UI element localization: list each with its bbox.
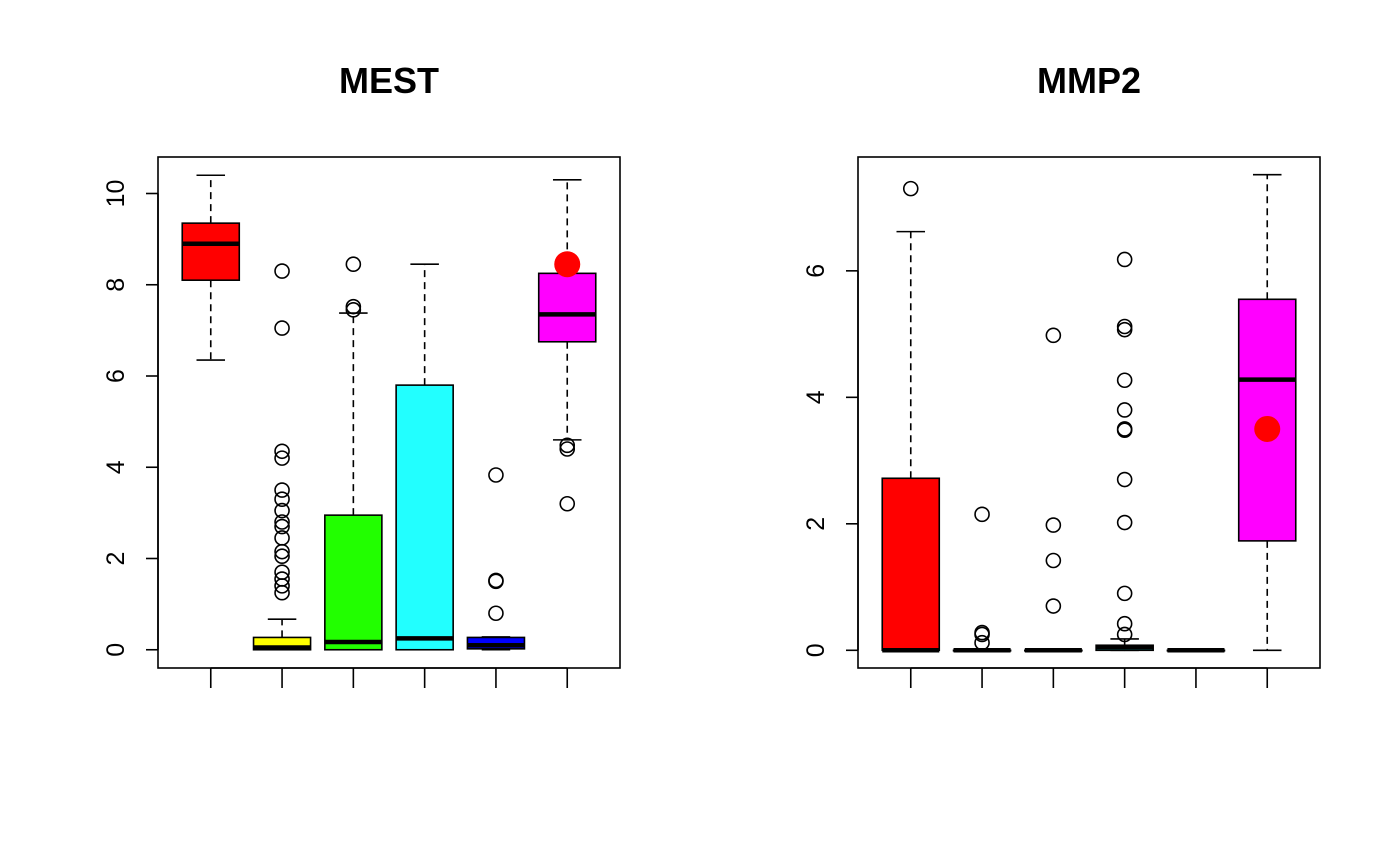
mmp2-y-tick-label-1: 2 (802, 517, 830, 531)
mmp2-x-axis (909, 667, 1269, 688)
mmp2-outlier-4-11 (1116, 318, 1133, 335)
mmp2-outlier-1-1 (902, 180, 919, 197)
mest-outlier-5-1 (488, 605, 504, 622)
mmp2-y-tick-label-3: 6 (802, 264, 830, 278)
mmp2-outlier-4-7 (1116, 421, 1133, 437)
mest-y-tick-label-4: 8 (102, 278, 130, 292)
mmp2-outlier-4-3 (1116, 585, 1133, 602)
mest-box-1 (181, 174, 241, 361)
mest-outlier-3-2 (345, 298, 362, 315)
mmp2-y-tick-label-2: 4 (802, 390, 830, 404)
mest-outlier-2-16 (274, 263, 290, 279)
mmp2-outlier-3-2 (1045, 552, 1062, 569)
mmp2-box-body-1 (881, 477, 941, 652)
mest-box-2 (252, 263, 312, 651)
mmp2-outlier-4-8 (1116, 402, 1133, 418)
mest-outlier-2-7 (274, 530, 290, 546)
mest-y-axis: 0 2 4 6 8 10 (102, 180, 159, 657)
mmp2-panel: MMP2 0 2 4 6 (802, 60, 1321, 688)
mest-outlier-2-4 (274, 564, 290, 580)
mest-outlier-2-3 (274, 571, 290, 587)
mest-outlier-2-13 (274, 450, 290, 466)
mest-outlier-2-15 (274, 320, 290, 336)
mest-outlier-2-10 (274, 502, 290, 519)
mest-outlier-3-1 (345, 302, 362, 318)
mmp2-box-6 (1237, 173, 1297, 652)
mmp2-box-5 (1166, 648, 1226, 653)
mest-outlier-3-3 (345, 256, 362, 273)
mmp2-box-3 (1024, 327, 1083, 653)
mmp2-outlier-3-4 (1045, 327, 1062, 344)
mest-y-tick-label-1: 2 (102, 552, 130, 566)
mest-box-3 (324, 256, 383, 651)
mest-y-tick-label-3: 6 (102, 369, 130, 383)
mmp2-boxes (881, 173, 1297, 653)
mest-box-6 (537, 179, 597, 512)
mest-title: MEST (339, 60, 439, 101)
mest-outlier-2-14 (274, 443, 290, 460)
mmp2-outlier-2-1 (974, 634, 990, 651)
mmp2-outlier-2-4 (974, 506, 990, 523)
mmp2-outlier-4-4 (1116, 514, 1133, 531)
mmp2-y-axis: 0 2 4 6 (802, 264, 859, 657)
mmp2-y-tick-label-0: 0 (802, 643, 830, 657)
mest-outlier-2-12 (274, 482, 290, 498)
mest-box-5 (466, 467, 526, 651)
mest-outlier-2-8 (274, 518, 290, 535)
mest-box-body-6 (537, 272, 597, 343)
mmp2-outlier-4-10 (1116, 321, 1133, 338)
mest-box-body-1 (181, 222, 241, 281)
mest-box-body-4 (395, 384, 454, 651)
mmp2-box-2 (952, 506, 1012, 653)
mest-box-4 (395, 263, 454, 651)
mmp2-outlier-4-5 (1116, 471, 1133, 488)
mest-y-tick-label-2: 4 (102, 460, 130, 474)
mmp2-outlier-2-3 (974, 624, 990, 641)
mmp2-title: MMP2 (1037, 60, 1141, 101)
mmp2-outlier-4-9 (1116, 372, 1133, 389)
mest-outlier-6-2 (559, 441, 576, 457)
mest-outlier-5-4 (488, 467, 504, 483)
mest-outlier-6-3 (559, 437, 576, 454)
mest-x-axis (209, 667, 569, 688)
mmp2-outlier-4-12 (1116, 251, 1133, 268)
mmp2-outlier-3-3 (1045, 517, 1062, 533)
mmp2-outlier-4-6 (1116, 422, 1133, 439)
mest-y-tick-label-0: 0 (102, 643, 130, 657)
mmp2-box-4 (1095, 251, 1154, 652)
mest-outlier-2-9 (274, 514, 290, 530)
mest-outlier-2-5 (274, 548, 290, 565)
mmp2-box-1 (881, 180, 941, 653)
mmp2-highlight-point (1254, 415, 1281, 442)
mest-outlier-5-3 (488, 572, 504, 589)
mmp2-outlier-4-2 (1116, 615, 1133, 632)
mest-panel: MEST 0 2 4 6 8 10 (102, 60, 621, 688)
mmp2-outlier-4-1 (1116, 626, 1133, 643)
mest-highlight-point (554, 251, 581, 278)
mest-box-body-3 (324, 514, 383, 651)
mest-outlier-6-1 (559, 495, 576, 512)
mmp2-outlier-3-1 (1045, 598, 1062, 614)
mest-outlier-2-11 (274, 491, 290, 507)
mest-y-tick-label-5: 10 (102, 180, 130, 208)
mest-boxes (181, 174, 597, 651)
